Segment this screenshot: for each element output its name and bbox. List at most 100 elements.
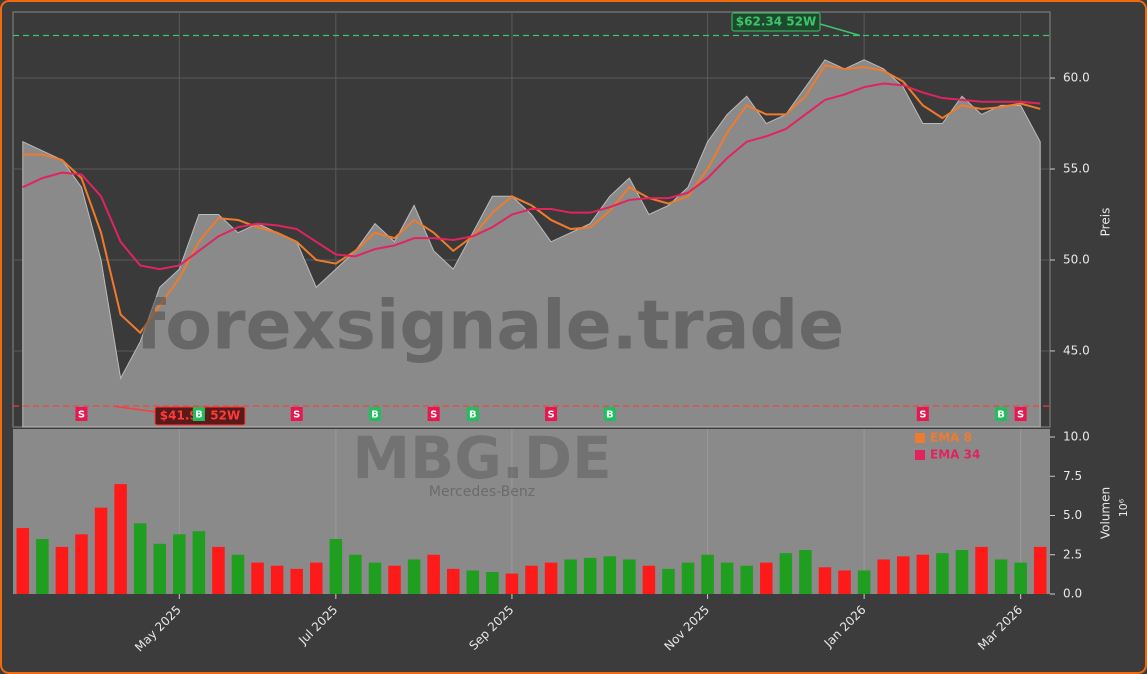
high-52w-label: $62.34 52W [736,15,816,29]
volume-bar [779,553,793,594]
volume-bar [544,562,558,594]
signal-badge [1014,407,1027,421]
signal-label: B [606,410,614,421]
legend-label: EMA 34 [930,448,980,462]
company-watermark: Mercedes-Benz [429,484,535,500]
volume-bar [16,528,30,594]
volume-bar [583,557,597,594]
signal-label: S [78,410,85,421]
signal-badge [290,407,303,421]
volume-bar [1033,546,1047,594]
volume-tick-label: 5.0 [1063,508,1082,522]
volume-bar [525,565,538,594]
volume-bar [505,573,519,594]
volume-bar [896,556,910,594]
volume-bar [329,539,343,594]
signal-badge [192,407,205,421]
volume-bar [173,534,186,594]
volume-bar [36,539,49,594]
signal-label: B [469,410,477,421]
legend-label: EMA 8 [930,431,972,445]
volume-axis-label: Volumen [1099,487,1113,539]
signal-label: B [371,410,379,421]
ema-line [22,64,1041,335]
volume-bar [662,568,675,594]
volume-tick-label: 2.5 [1063,547,1082,561]
volume-bar [681,562,695,594]
y-tick-label: 55.0 [1063,162,1090,176]
volume-bar [975,546,988,594]
volume-bar [388,565,401,594]
volume-bar [310,562,323,594]
y-axis-label: Preis [1099,208,1113,237]
volume-bar [446,568,460,594]
volume-bar [192,531,206,594]
volume-bar [486,572,499,594]
legend-swatch [915,433,925,443]
signal-label: B [997,410,1005,421]
volume-tick-label: 10.0 [1063,430,1090,444]
signal-label: B [195,410,203,421]
volume-bar [94,507,108,594]
volume-bar [466,570,480,594]
volume-bar [740,565,753,594]
signal-badge [75,407,88,421]
volume-bar [799,550,812,594]
volume-bar [407,559,421,594]
y-tick-label: 50.0 [1063,252,1090,266]
volume-bar [701,554,714,594]
volume-tick-label: 7.5 [1063,469,1082,483]
high-52w-arrow [819,23,861,37]
signal-badge [995,407,1008,421]
volume-bar [231,554,245,594]
signal-badge [427,407,440,421]
volume-bar [133,523,147,594]
volume-tick-label: 0.0 [1063,587,1082,601]
y-tick-label: 60.0 [1063,71,1090,85]
signal-badge [916,407,929,421]
volume-bar [290,568,303,594]
volume-bar [153,543,167,594]
volume-bar [955,550,969,594]
legend-swatch [915,450,925,460]
volume-bar [916,554,930,594]
watermark: forexsignale.trade [136,287,845,366]
symbol-watermark: MBG.DE [352,424,611,492]
volume-bar [75,534,88,594]
volume-bar [368,562,382,594]
ema-line [22,82,1041,271]
signal-label: S [430,410,437,421]
price-area [22,59,1041,428]
volume-bar [642,565,656,594]
signal-badge [368,407,381,421]
volume-bar [1014,562,1027,594]
volume-bar [349,554,362,594]
volume-bar [55,546,69,594]
volume-bar [760,562,773,594]
volume-bar [936,553,949,594]
high-52w-box [731,12,821,32]
signal-badge [545,407,558,421]
y-tick-label: 45.0 [1063,343,1090,357]
volume-bar [603,556,617,594]
volume-bar [212,546,225,594]
volume-bar [564,559,577,594]
volume-scale-label: 10⁶ [1117,498,1130,517]
volume-bar [270,565,284,594]
signal-label: S [1017,410,1024,421]
volume-bar [251,562,264,594]
signal-label: S [293,410,300,421]
volume-bar [877,559,890,594]
volume-bar [818,567,832,594]
volume-bar [623,559,636,594]
signal-badge [603,407,616,421]
volume-bar [114,484,127,594]
signal-label: S [547,410,554,421]
signal-label: S [919,410,926,421]
volume-bar [838,570,851,594]
signal-badge [466,407,479,421]
volume-bar [427,554,440,594]
low-52w-arrow [112,405,157,413]
volume-bar [857,570,871,594]
